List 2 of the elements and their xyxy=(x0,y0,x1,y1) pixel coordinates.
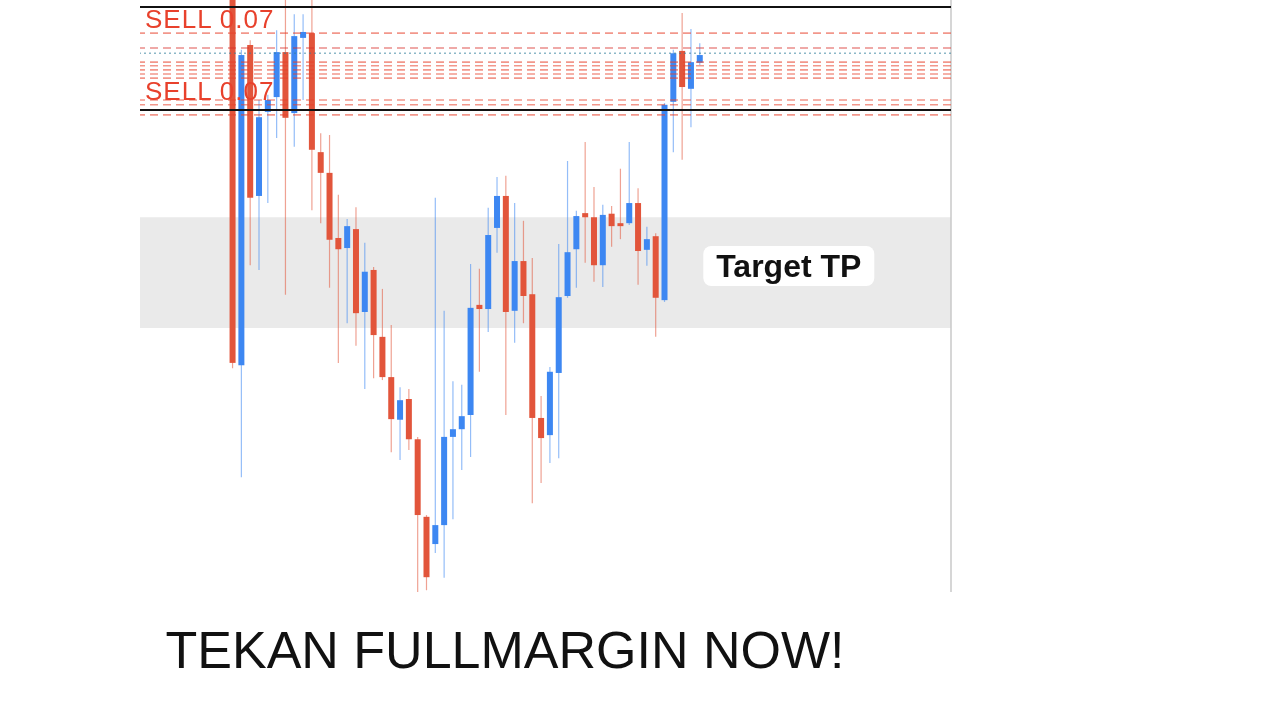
text: TEKAN FULLMARGIN NOW! xyxy=(164,621,846,679)
band-label: Target TP xyxy=(716,247,862,284)
